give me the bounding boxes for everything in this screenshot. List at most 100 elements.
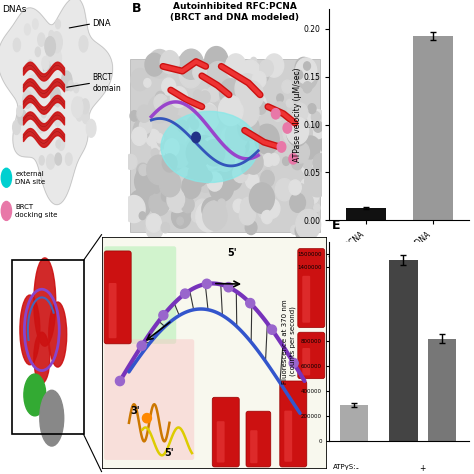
Circle shape: [219, 79, 242, 106]
Circle shape: [35, 73, 41, 84]
Circle shape: [283, 122, 301, 144]
Circle shape: [62, 71, 72, 91]
Circle shape: [145, 53, 164, 76]
Circle shape: [142, 413, 151, 423]
Circle shape: [161, 165, 174, 181]
Circle shape: [42, 56, 49, 70]
Circle shape: [263, 154, 273, 166]
Circle shape: [260, 60, 273, 76]
Text: DNA: DNA: [92, 19, 111, 28]
Circle shape: [49, 30, 54, 39]
Circle shape: [51, 32, 62, 53]
FancyBboxPatch shape: [246, 411, 271, 467]
Text: 3': 3': [131, 406, 140, 416]
FancyBboxPatch shape: [298, 332, 325, 379]
Circle shape: [246, 173, 259, 189]
Circle shape: [115, 376, 124, 386]
Circle shape: [165, 183, 190, 212]
Circle shape: [303, 157, 312, 169]
Circle shape: [230, 77, 238, 86]
Circle shape: [184, 155, 194, 167]
Circle shape: [35, 47, 40, 56]
Circle shape: [13, 120, 20, 135]
Circle shape: [305, 166, 330, 197]
Circle shape: [137, 105, 151, 122]
Circle shape: [139, 118, 152, 134]
Circle shape: [264, 54, 284, 77]
Circle shape: [226, 54, 246, 79]
Circle shape: [244, 151, 263, 174]
Ellipse shape: [34, 258, 56, 346]
Circle shape: [233, 199, 244, 213]
Circle shape: [289, 180, 301, 195]
Bar: [340, 405, 368, 441]
Circle shape: [289, 111, 303, 129]
Circle shape: [1, 168, 11, 187]
Circle shape: [155, 166, 168, 182]
Circle shape: [172, 205, 191, 228]
Ellipse shape: [49, 302, 67, 367]
Text: DNAs: DNAs: [2, 5, 27, 14]
Circle shape: [132, 128, 146, 146]
Circle shape: [79, 36, 88, 52]
Text: external
DNA site: external DNA site: [15, 171, 46, 184]
FancyBboxPatch shape: [280, 381, 307, 467]
Circle shape: [179, 60, 202, 88]
Circle shape: [196, 102, 218, 129]
Text: +: +: [419, 464, 426, 473]
Circle shape: [273, 110, 283, 121]
Circle shape: [144, 79, 151, 87]
Circle shape: [159, 171, 181, 197]
Circle shape: [262, 199, 277, 216]
Circle shape: [82, 111, 89, 124]
Circle shape: [1, 201, 11, 220]
Circle shape: [198, 105, 219, 130]
Circle shape: [167, 189, 184, 210]
Circle shape: [277, 142, 286, 152]
Circle shape: [193, 64, 206, 81]
Bar: [389, 260, 418, 441]
FancyBboxPatch shape: [250, 430, 257, 463]
Circle shape: [162, 190, 171, 202]
Circle shape: [146, 219, 163, 239]
Circle shape: [262, 210, 273, 224]
Circle shape: [65, 153, 72, 165]
Circle shape: [55, 153, 62, 165]
Circle shape: [161, 100, 177, 119]
Circle shape: [221, 149, 237, 169]
Circle shape: [304, 109, 328, 139]
Circle shape: [46, 48, 54, 61]
Circle shape: [181, 289, 190, 298]
Circle shape: [55, 19, 60, 28]
Text: Autoinhibited RFC:PCNA
(BRCT and DNA modeled): Autoinhibited RFC:PCNA (BRCT and DNA mod…: [170, 2, 300, 22]
Circle shape: [25, 85, 31, 98]
Circle shape: [218, 100, 239, 127]
Circle shape: [146, 129, 160, 146]
Circle shape: [160, 51, 179, 73]
Circle shape: [301, 179, 312, 193]
Circle shape: [190, 142, 203, 158]
FancyBboxPatch shape: [217, 421, 225, 463]
Circle shape: [282, 80, 292, 93]
Circle shape: [258, 69, 269, 82]
Circle shape: [134, 127, 145, 140]
Circle shape: [215, 148, 234, 172]
Circle shape: [56, 140, 60, 148]
Circle shape: [283, 157, 290, 165]
Circle shape: [305, 135, 329, 164]
Circle shape: [25, 24, 30, 35]
Circle shape: [207, 87, 219, 102]
Circle shape: [36, 118, 41, 127]
Circle shape: [147, 155, 171, 184]
Circle shape: [315, 181, 322, 189]
Circle shape: [249, 183, 274, 213]
Circle shape: [76, 109, 82, 121]
Circle shape: [55, 115, 61, 126]
Circle shape: [146, 214, 161, 232]
Circle shape: [157, 135, 168, 147]
Circle shape: [290, 193, 305, 212]
Circle shape: [297, 64, 318, 90]
FancyBboxPatch shape: [104, 246, 176, 344]
FancyBboxPatch shape: [212, 397, 239, 467]
Circle shape: [313, 121, 323, 132]
